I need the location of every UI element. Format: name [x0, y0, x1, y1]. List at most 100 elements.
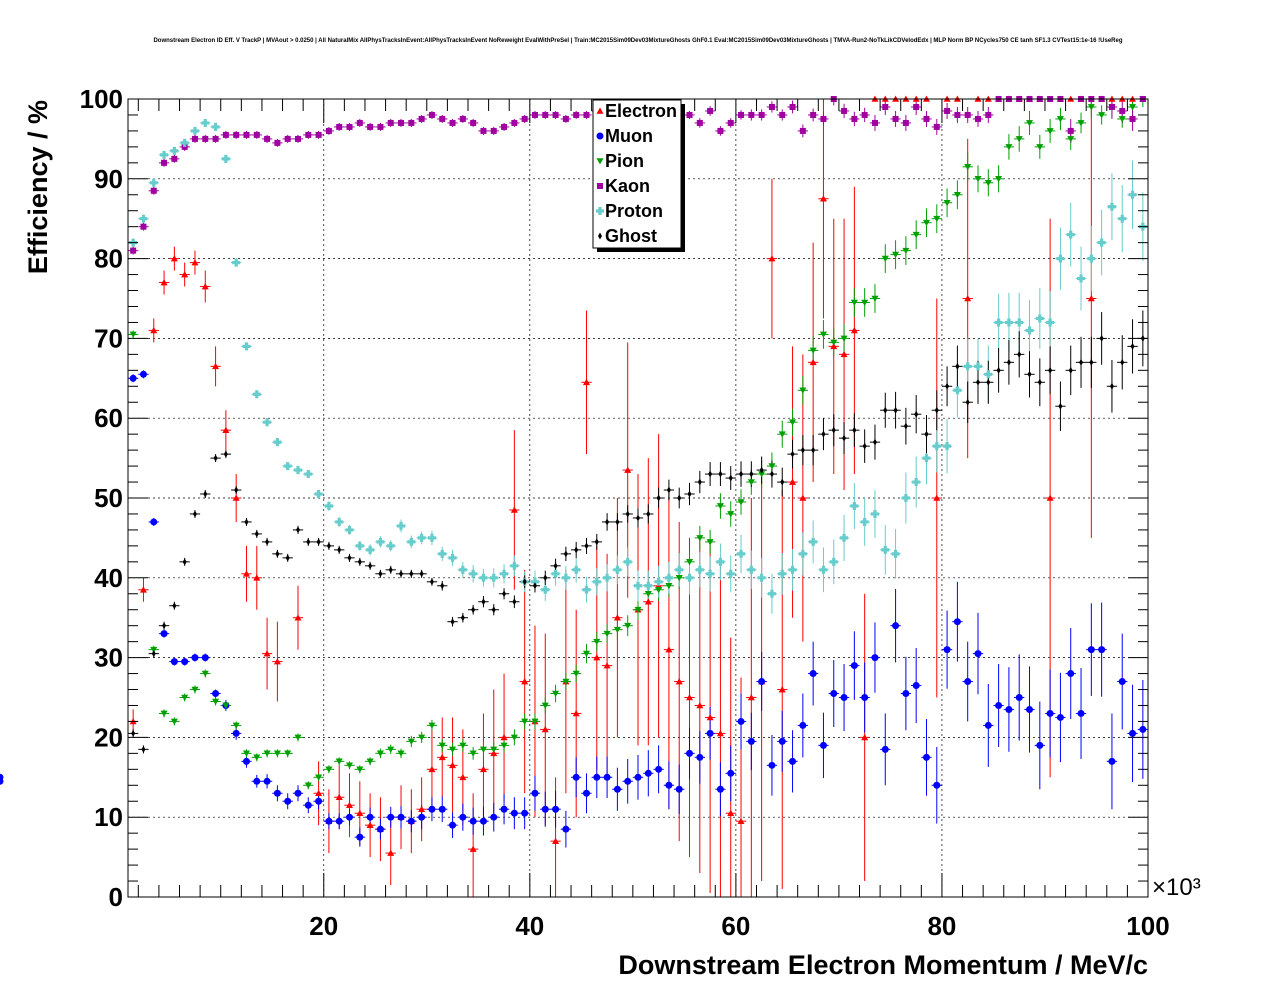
kaon-point	[789, 103, 796, 110]
proton-point	[1077, 274, 1086, 283]
kaon-point	[985, 111, 992, 118]
electron-point	[263, 650, 271, 657]
pion-point	[232, 722, 240, 729]
proton-point	[788, 565, 797, 574]
kaon-point	[459, 115, 466, 122]
pion-point	[809, 347, 817, 354]
muon-point	[634, 773, 642, 781]
ghost-point	[615, 518, 620, 526]
ghost-point	[306, 538, 311, 546]
electron-point	[294, 614, 302, 621]
proton-point	[1087, 254, 1096, 263]
ghost-point	[831, 426, 836, 434]
y-tick-label: 70	[94, 323, 123, 353]
electron-point	[335, 793, 343, 801]
kaon-point	[480, 127, 487, 134]
muon-point	[315, 797, 323, 805]
proton-point	[438, 549, 447, 558]
legend-kaon-marker	[597, 183, 603, 189]
ghost-point	[213, 454, 218, 462]
pion-point	[459, 742, 467, 749]
kaon-point	[871, 119, 878, 126]
ghost-point	[368, 562, 373, 570]
pion-point	[253, 754, 261, 761]
legend-proton-marker	[596, 207, 605, 215]
muon-point	[490, 813, 498, 821]
muon-point	[922, 753, 930, 761]
electron-point	[521, 678, 529, 685]
kaon-point	[686, 111, 693, 118]
kaon-point	[1119, 107, 1126, 114]
muon-point	[201, 654, 209, 662]
ghost-point	[491, 606, 496, 614]
pion-point	[315, 774, 323, 781]
proton-point	[654, 577, 663, 586]
pion-point	[624, 622, 632, 630]
muon-point	[376, 825, 384, 833]
pion-point	[747, 479, 755, 486]
pion-point	[1026, 120, 1034, 127]
kaon-point	[274, 139, 281, 146]
pion-point	[407, 738, 415, 745]
proton-point	[180, 138, 189, 147]
pion-point	[490, 746, 498, 753]
proton-point	[767, 589, 776, 598]
electron-point	[716, 729, 724, 737]
muon-point	[953, 618, 961, 626]
muon-point	[1118, 678, 1126, 686]
proton-point	[963, 362, 972, 371]
muon-point	[995, 701, 1003, 709]
muon-point	[1129, 729, 1137, 737]
pion-point	[273, 750, 281, 757]
electron-point	[366, 821, 374, 828]
electron-point	[819, 195, 827, 202]
kaon-point	[191, 135, 198, 142]
muon-point	[139, 370, 147, 378]
proton-point	[1046, 318, 1055, 327]
proton-point	[809, 537, 818, 546]
proton-point	[984, 370, 993, 379]
muon-point	[500, 805, 508, 813]
ghost-point	[594, 538, 599, 546]
kaon-point	[810, 111, 817, 118]
proton-point	[1015, 318, 1024, 327]
proton-point	[932, 442, 941, 451]
kaon-point	[882, 103, 889, 110]
muon-point	[129, 374, 137, 382]
muon-point	[943, 646, 951, 654]
kaon-point	[892, 115, 899, 122]
kaon-point	[975, 115, 981, 122]
muon-point	[562, 825, 570, 833]
proton-point	[757, 573, 766, 582]
muon-point	[407, 817, 415, 825]
muon-point	[984, 721, 992, 729]
kaon-point	[913, 103, 920, 110]
proton-point	[695, 565, 704, 574]
electron-point	[449, 761, 457, 769]
kaon-point	[264, 135, 271, 142]
ghost-point	[821, 430, 826, 438]
kaon-point	[233, 131, 240, 138]
y-tick-label: 80	[94, 244, 123, 274]
pion-point	[1067, 136, 1075, 143]
pion-point	[387, 746, 395, 753]
y-axis-label: Efficiency / %	[23, 100, 53, 274]
x-tick-label: 80	[927, 911, 956, 941]
ghost-point	[708, 470, 713, 478]
pion-point	[1046, 128, 1054, 135]
pion-point	[1056, 116, 1064, 123]
pion-point	[510, 734, 518, 741]
pion-point	[716, 503, 724, 510]
muon-point	[263, 777, 271, 785]
y-tick-label: 60	[94, 403, 123, 433]
proton-point	[613, 565, 622, 574]
proton-point	[139, 214, 148, 223]
muon-point	[1015, 694, 1023, 701]
muon-point	[830, 690, 838, 698]
ghost-point	[440, 582, 445, 590]
proton-point	[737, 549, 746, 558]
muon-point	[582, 789, 590, 797]
pion-point	[335, 758, 343, 765]
kaon-point	[758, 111, 765, 118]
